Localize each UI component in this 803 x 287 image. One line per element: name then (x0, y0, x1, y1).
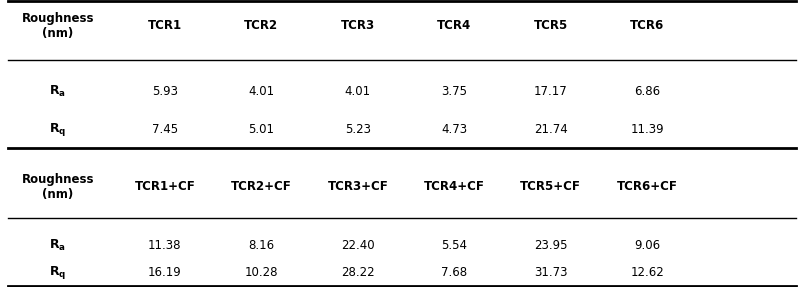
Text: TCR2+CF: TCR2+CF (230, 180, 291, 193)
Text: 17.17: 17.17 (533, 85, 567, 98)
Text: TCR2: TCR2 (244, 19, 278, 32)
Text: 4.73: 4.73 (441, 123, 467, 136)
Text: TCR1: TCR1 (148, 19, 181, 32)
Text: 5.54: 5.54 (441, 239, 467, 252)
Text: 9.06: 9.06 (634, 239, 659, 252)
Text: 8.16: 8.16 (248, 239, 274, 252)
Text: 3.75: 3.75 (441, 85, 467, 98)
Text: 12.62: 12.62 (630, 266, 663, 279)
Text: TCR3: TCR3 (340, 19, 374, 32)
Text: TCR6+CF: TCR6+CF (616, 180, 677, 193)
Text: 4.01: 4.01 (248, 85, 274, 98)
Text: 10.28: 10.28 (244, 266, 278, 279)
Text: $\mathbf{R_q}$: $\mathbf{R_q}$ (49, 264, 67, 281)
Text: 22.40: 22.40 (340, 239, 374, 252)
Text: 23.95: 23.95 (533, 239, 567, 252)
Text: $\mathbf{R_a}$: $\mathbf{R_a}$ (49, 238, 67, 253)
Text: 5.23: 5.23 (344, 123, 370, 136)
Text: Roughness
(nm): Roughness (nm) (22, 172, 94, 201)
Text: 4.01: 4.01 (344, 85, 370, 98)
Text: 28.22: 28.22 (340, 266, 374, 279)
Text: TCR5: TCR5 (533, 19, 567, 32)
Text: $\mathbf{R_q}$: $\mathbf{R_q}$ (49, 121, 67, 138)
Text: TCR4: TCR4 (437, 19, 471, 32)
Text: 11.39: 11.39 (630, 123, 663, 136)
Text: TCR1+CF: TCR1+CF (134, 180, 195, 193)
Text: TCR3+CF: TCR3+CF (327, 180, 388, 193)
Text: TCR4+CF: TCR4+CF (423, 180, 484, 193)
Text: 6.86: 6.86 (634, 85, 659, 98)
Text: 7.45: 7.45 (152, 123, 177, 136)
Text: 21.74: 21.74 (533, 123, 567, 136)
Text: $\mathbf{R_a}$: $\mathbf{R_a}$ (49, 84, 67, 99)
Text: 11.38: 11.38 (148, 239, 181, 252)
Text: 5.93: 5.93 (152, 85, 177, 98)
Text: 16.19: 16.19 (148, 266, 181, 279)
Text: Roughness
(nm): Roughness (nm) (22, 12, 94, 40)
Text: 7.68: 7.68 (441, 266, 467, 279)
Text: TCR6: TCR6 (630, 19, 663, 32)
Text: 31.73: 31.73 (533, 266, 567, 279)
Text: 5.01: 5.01 (248, 123, 274, 136)
Text: TCR5+CF: TCR5+CF (520, 180, 581, 193)
